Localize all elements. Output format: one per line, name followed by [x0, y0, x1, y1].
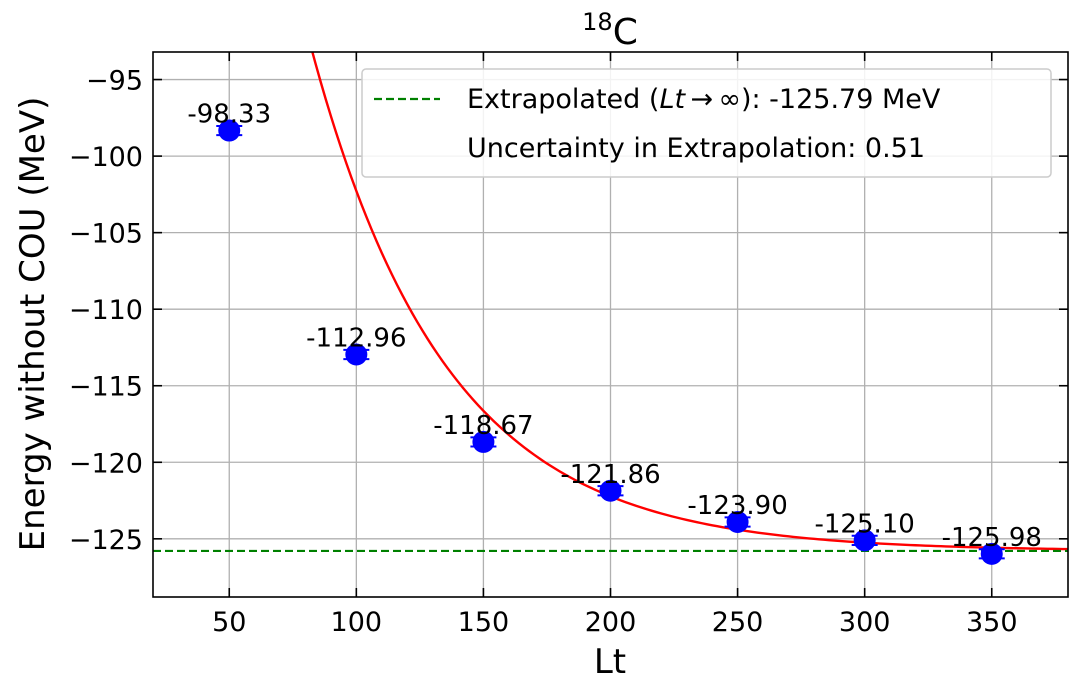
- data-label: -125.10: [814, 509, 914, 539]
- y-tick-label: −100: [69, 142, 143, 173]
- y-tick-label: −105: [69, 219, 143, 250]
- chart-title: 18C: [582, 8, 638, 53]
- y-tick-label: −115: [69, 372, 143, 403]
- legend-extrapolated-suffix: ): -125.79 MeV: [741, 84, 941, 115]
- chart-title-base: C: [613, 12, 638, 53]
- x-tick-label: 100: [331, 607, 383, 638]
- legend: Extrapolated (Lt → ∞): -125.79 MeV Uncer…: [361, 68, 1052, 178]
- y-tick-label: −125: [69, 525, 143, 556]
- fit-curve-group: [153, 52, 1068, 553]
- data-label: -118.67: [433, 411, 533, 441]
- data-point: [218, 119, 241, 142]
- data-label: -112.96: [306, 324, 406, 354]
- legend-box: [361, 68, 1052, 178]
- x-tick-label: 300: [839, 607, 891, 638]
- y-tick-label: −95: [86, 66, 143, 97]
- data-label: -98.33: [187, 100, 271, 130]
- data-point: [980, 542, 1003, 565]
- data-label: -123.90: [687, 491, 787, 521]
- y-tick-label: −110: [69, 295, 143, 326]
- x-axis-label: Lt: [594, 642, 626, 682]
- data-point: [726, 510, 749, 533]
- x-tick-label: 150: [458, 607, 510, 638]
- data-points: -98.33 -112.96 -118.67 -121.86 -123.90 -125.1…: [187, 100, 1042, 565]
- data-point: [599, 479, 622, 502]
- x-tick-label: 200: [585, 607, 637, 638]
- y-axis-label: Energy without COU (MeV): [13, 97, 53, 552]
- y-tick-label: −120: [69, 448, 143, 479]
- x-tick-label: 250: [712, 607, 764, 638]
- chart-title-superscript: 18: [582, 8, 613, 36]
- x-tick-label: 350: [966, 607, 1018, 638]
- data-point: [853, 529, 876, 552]
- legend-entry-extrapolated: Extrapolated (Lt → ∞): -125.79 MeV: [467, 84, 941, 115]
- data-point: [472, 430, 495, 453]
- legend-entry-uncertainty: Uncertainty in Extrapolation: 0.51: [467, 133, 925, 164]
- data-label: -125.98: [942, 523, 1042, 553]
- x-tick-label: 50: [212, 607, 246, 638]
- legend-extrapolated-prefix: Extrapolated (: [467, 84, 659, 115]
- data-point: [345, 343, 368, 366]
- axis-ticks: 50 100 150 200 250 300 350 −95 −100 −105 −110 −115 −…: [69, 52, 1068, 638]
- data-label: -121.86: [560, 460, 660, 490]
- fit-curve: [311, 52, 1068, 551]
- legend-extrapolated-math: Lt → ∞: [659, 84, 741, 115]
